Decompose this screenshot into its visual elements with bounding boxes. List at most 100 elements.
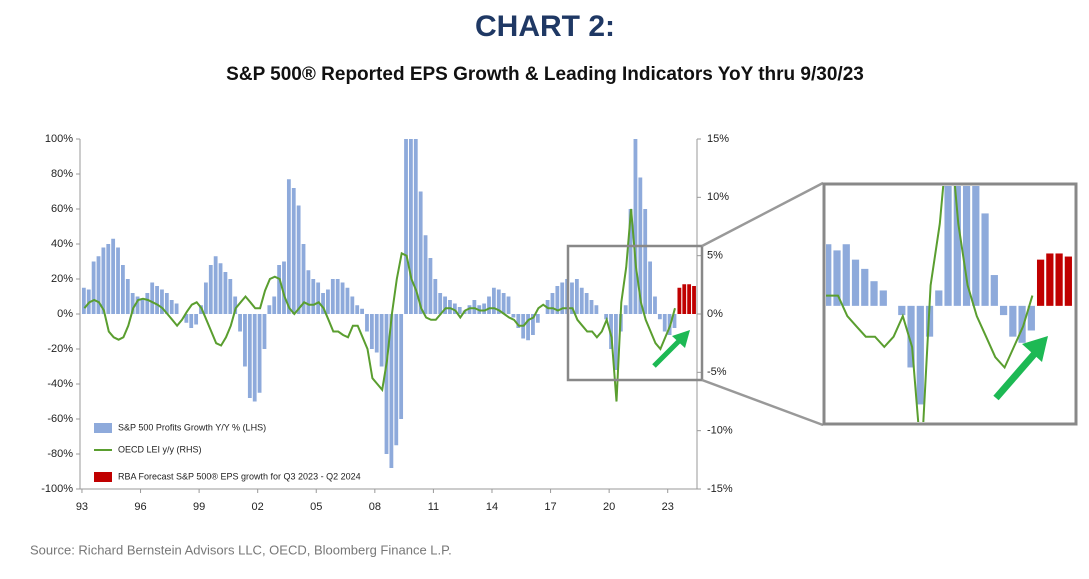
bar [321, 293, 325, 314]
bar [150, 282, 155, 314]
bar [741, 306, 748, 349]
bar [418, 191, 423, 314]
bar [589, 300, 594, 314]
bar [574, 279, 579, 314]
y-tick-label: -20% [47, 343, 73, 355]
bar [677, 287, 682, 314]
bar [330, 279, 335, 314]
bar [667, 287, 674, 305]
bar [658, 290, 665, 305]
bar [238, 314, 242, 332]
bar [195, 275, 202, 306]
bar [981, 213, 989, 306]
bar [482, 306, 489, 552]
bar [704, 269, 711, 306]
y-tick-label: 20% [51, 273, 73, 285]
bar [907, 305, 915, 368]
bar [633, 139, 638, 314]
bar [389, 314, 394, 468]
bar [870, 281, 878, 306]
bar [531, 314, 535, 335]
bar [769, 306, 776, 321]
bar [379, 314, 384, 367]
bar [452, 303, 457, 314]
bar [535, 314, 540, 323]
bar [277, 265, 282, 314]
bar [713, 275, 720, 306]
bar [662, 314, 667, 332]
plot-area [81, 139, 696, 468]
bar [282, 261, 286, 314]
bar [399, 314, 404, 419]
y-tick-label: -80% [47, 448, 73, 460]
bar [457, 307, 462, 314]
bar [169, 300, 174, 314]
bar [96, 256, 101, 314]
bar [528, 0, 535, 306]
bar [145, 293, 150, 314]
bar [262, 314, 267, 349]
bar [360, 308, 364, 314]
connector [701, 181, 824, 248]
bar [990, 275, 998, 306]
bar [111, 238, 116, 314]
legend-label: RBA Forecast S&P 500® EPS growth for Q3 … [118, 471, 361, 481]
bar [604, 314, 609, 320]
bar [643, 209, 648, 314]
bar [851, 259, 860, 306]
bar [842, 244, 850, 306]
bar [501, 293, 506, 314]
bar [203, 282, 208, 314]
arrow [652, 330, 690, 368]
bar [291, 188, 296, 314]
bar [371, 263, 378, 306]
bar [428, 258, 433, 314]
bar [653, 296, 657, 314]
x-tick-label: 11 [428, 501, 439, 513]
x-tick-label: 05 [310, 501, 322, 513]
bar [687, 284, 692, 314]
bar [394, 314, 399, 446]
bar [491, 287, 496, 314]
bar [247, 314, 252, 398]
bar [160, 289, 164, 314]
bar [516, 314, 521, 328]
bar [213, 256, 218, 314]
bar [186, 244, 193, 306]
bar [500, 306, 507, 537]
bar [91, 261, 96, 314]
bar [340, 282, 345, 314]
bar [511, 314, 516, 318]
bar [1064, 256, 1072, 306]
bar [365, 314, 369, 332]
x-tick-label: 23 [662, 501, 674, 513]
bar [806, 257, 813, 306]
bar [423, 235, 428, 314]
legend-swatch [94, 423, 112, 433]
bar [213, 306, 220, 398]
bar [898, 305, 906, 316]
bar [672, 314, 677, 328]
bar [380, 244, 387, 306]
bar [560, 282, 565, 314]
bar [593, 275, 600, 306]
axes: 100% 80% 60% 40% 20% 0% -20% -40% -60% -80% -100% 1… [41, 133, 733, 513]
bar [223, 272, 228, 314]
bar [584, 293, 589, 314]
bar [1009, 305, 1017, 337]
bar [306, 270, 311, 314]
chart-title: CHART 2: [475, 10, 615, 43]
bar [879, 290, 887, 306]
bar [413, 139, 418, 314]
bar [232, 306, 239, 460]
bar [252, 314, 257, 402]
bar [140, 300, 145, 314]
y2-tick-label: 10% [707, 191, 729, 203]
bar [648, 261, 652, 314]
bar [935, 290, 943, 306]
bar [433, 279, 438, 314]
bar [1018, 305, 1026, 343]
bar [130, 293, 135, 314]
bar [10, 275, 17, 306]
